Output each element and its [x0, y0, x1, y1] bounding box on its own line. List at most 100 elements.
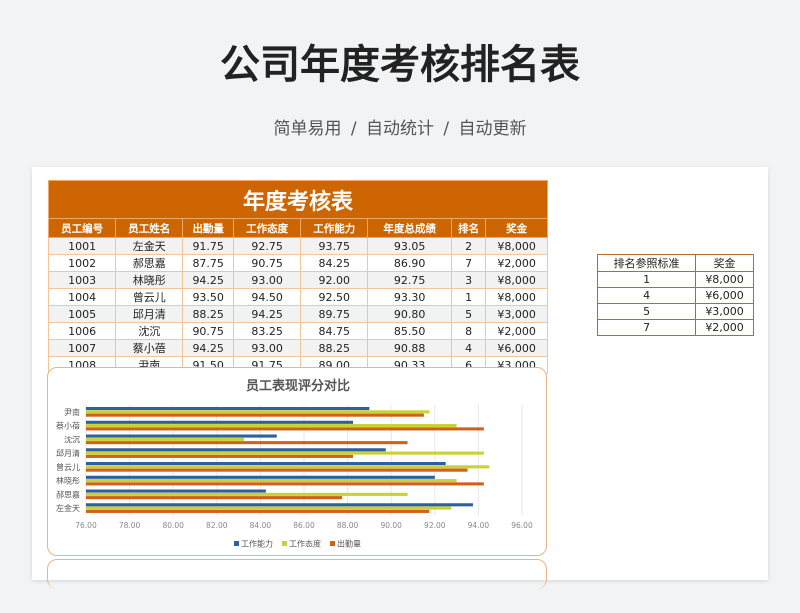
legend-label: 出勤量 — [337, 539, 361, 549]
table-cell: 1002 — [47, 254, 117, 272]
table-cell: 92.75 — [233, 237, 302, 255]
table-cell: 1 — [596, 271, 697, 288]
performance-bar-chart: 员工表现评分对比 76.00 78.00 80.00 82.00 84.00 86.00 88… — [56, 378, 533, 549]
x-tick-label: 82.00 — [206, 521, 228, 530]
table-cell: 90.75 — [182, 322, 235, 340]
assessment-table: 年度考核表 员工编号 员工姓名 出勤量 工作态度 工作能力 年度总成绩 排名 奖金 1001 左… — [47, 180, 548, 374]
bar-工作态度 — [86, 465, 490, 469]
table-row: 1004 曾云儿 93.50 94.50 92.50 93.30 1 ¥8,000 — [47, 288, 548, 306]
table-cell: 8 — [450, 322, 487, 340]
table-row: 7 ¥2,000 — [596, 319, 754, 336]
bar-工作态度 — [86, 479, 457, 483]
table-row: 1001 左金天 91.75 92.75 93.75 93.05 2 ¥8,000 — [47, 237, 548, 255]
table-cell: 1003 — [47, 271, 117, 289]
page-subtitle: 简单易用 / 自动统计 / 自动更新 — [273, 119, 527, 139]
y-category-label: 郝思嘉 — [56, 489, 80, 499]
bar-工作能力 — [86, 462, 446, 466]
bar-工作态度 — [86, 410, 430, 414]
table-cell: 94.50 — [233, 288, 302, 306]
x-tick-label: 78.00 — [119, 521, 141, 530]
x-tick-label: 90.00 — [380, 521, 402, 530]
column-header: 工作态度 — [233, 218, 302, 238]
bar-出勤量 — [86, 427, 484, 431]
table-cell: ¥8,000 — [695, 271, 754, 288]
table-cell: 88.25 — [300, 339, 369, 357]
y-category-label: 林晓彤 — [56, 476, 80, 486]
page-title: 公司年度考核排名表 — [220, 42, 580, 88]
bonus-reference-table: 排名参照标准 奖金 1 ¥8,000 4 ¥6,000 5 ¥3,000 7 ¥2,000 — [596, 254, 754, 336]
table-cell: 4 — [450, 339, 487, 357]
bar-工作态度 — [86, 451, 484, 455]
table-row: 1007 蔡小蓓 94.25 93.00 88.25 90.88 4 ¥6,000 — [47, 339, 548, 357]
table-cell: 94.25 — [182, 271, 235, 289]
table-cell: 左金天 — [115, 237, 184, 255]
table-cell: 邱月清 — [115, 305, 184, 323]
table-cell: 4 — [596, 287, 697, 304]
column-header: 出勤量 — [182, 218, 235, 238]
table-cell: 5 — [450, 305, 487, 323]
y-category-label: 曾云儿 — [56, 462, 80, 472]
table-cell: 83.25 — [233, 322, 302, 340]
x-tick-label: 94.00 — [468, 521, 490, 530]
table-cell: 91.75 — [182, 237, 235, 255]
column-header: 排名 — [450, 218, 487, 238]
table-cell: ¥6,000 — [485, 339, 548, 357]
y-category-label: 蔡小蓓 — [56, 421, 80, 431]
table-cell: 沈沉 — [115, 322, 184, 340]
x-tick-label: 92.00 — [424, 521, 446, 530]
table-row: 1006 沈沉 90.75 83.25 84.75 85.50 8 ¥2,000 — [47, 322, 548, 340]
table-cell: 94.25 — [182, 339, 235, 357]
legend-label: 工作能力 — [241, 539, 273, 549]
table-cell: ¥2,000 — [695, 319, 754, 336]
x-tick-label: 86.00 — [293, 521, 315, 530]
table-cell: 90.75 — [233, 254, 302, 272]
bar-出勤量 — [86, 496, 343, 500]
table-cell: 93.75 — [300, 237, 369, 255]
table-cell: 1007 — [47, 339, 117, 357]
chart-panel: 员工表现评分对比 76.00 78.00 80.00 82.00 84.00 86.00 88… — [47, 367, 547, 556]
table-cell: 92.75 — [367, 271, 452, 289]
table-cell: 93.05 — [367, 237, 452, 255]
table-cell: 85.50 — [367, 322, 452, 340]
table-cell: 3 — [450, 271, 487, 289]
table-cell: 1005 — [47, 305, 117, 323]
y-category-label: 邱月清 — [56, 448, 80, 458]
table-cell: ¥6,000 — [695, 287, 754, 304]
bar-工作能力 — [86, 475, 435, 479]
table-row: 1 ¥8,000 — [596, 271, 754, 288]
column-header: 员工姓名 — [115, 218, 184, 238]
table-cell: 89.75 — [300, 305, 369, 323]
table-row: 1005 邱月清 88.25 94.25 89.75 90.80 5 ¥3,000 — [47, 305, 548, 323]
bar-工作态度 — [86, 437, 245, 441]
column-header: 年度总成绩 — [367, 218, 452, 238]
bar-出勤量 — [86, 468, 468, 472]
table-cell: ¥3,000 — [485, 305, 548, 323]
bar-工作能力 — [86, 489, 266, 493]
table-cell: 5 — [596, 303, 697, 320]
table-cell: 93.00 — [233, 271, 302, 289]
column-header: 奖金 — [485, 218, 548, 238]
table-row: 4 ¥6,000 — [596, 287, 754, 304]
table-cell: 林晓彤 — [115, 271, 184, 289]
bar-工作能力 — [86, 407, 370, 411]
table-cell: 88.25 — [182, 305, 235, 323]
bar-工作能力 — [86, 448, 386, 452]
bar-出勤量 — [86, 482, 484, 486]
table-cell: 90.80 — [367, 305, 452, 323]
table-cell: 1001 — [47, 237, 117, 255]
table-row: 1003 林晓彤 94.25 93.00 92.00 92.75 3 ¥8,000 — [47, 271, 548, 289]
table-row: 1002 郝思嘉 87.75 90.75 84.25 86.90 7 ¥2,000 — [47, 254, 548, 272]
column-header: 工作能力 — [300, 218, 369, 238]
bar-出勤量 — [86, 509, 430, 513]
table-cell: 93.30 — [367, 288, 452, 306]
table-row: 5 ¥3,000 — [596, 303, 754, 320]
bar-工作态度 — [86, 506, 452, 510]
table-cell: 郝思嘉 — [115, 254, 184, 272]
legend-swatch — [330, 541, 335, 546]
table-cell: 94.25 — [233, 305, 302, 323]
table-cell: 93.50 — [182, 288, 235, 306]
x-tick-label: 84.00 — [250, 521, 272, 530]
table-cell: ¥8,000 — [485, 237, 548, 255]
bar-工作态度 — [86, 424, 457, 428]
table-title: 年度考核表 — [48, 180, 548, 219]
